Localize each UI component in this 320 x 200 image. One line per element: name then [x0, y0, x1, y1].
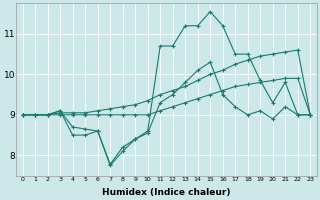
X-axis label: Humidex (Indice chaleur): Humidex (Indice chaleur) — [102, 188, 231, 197]
